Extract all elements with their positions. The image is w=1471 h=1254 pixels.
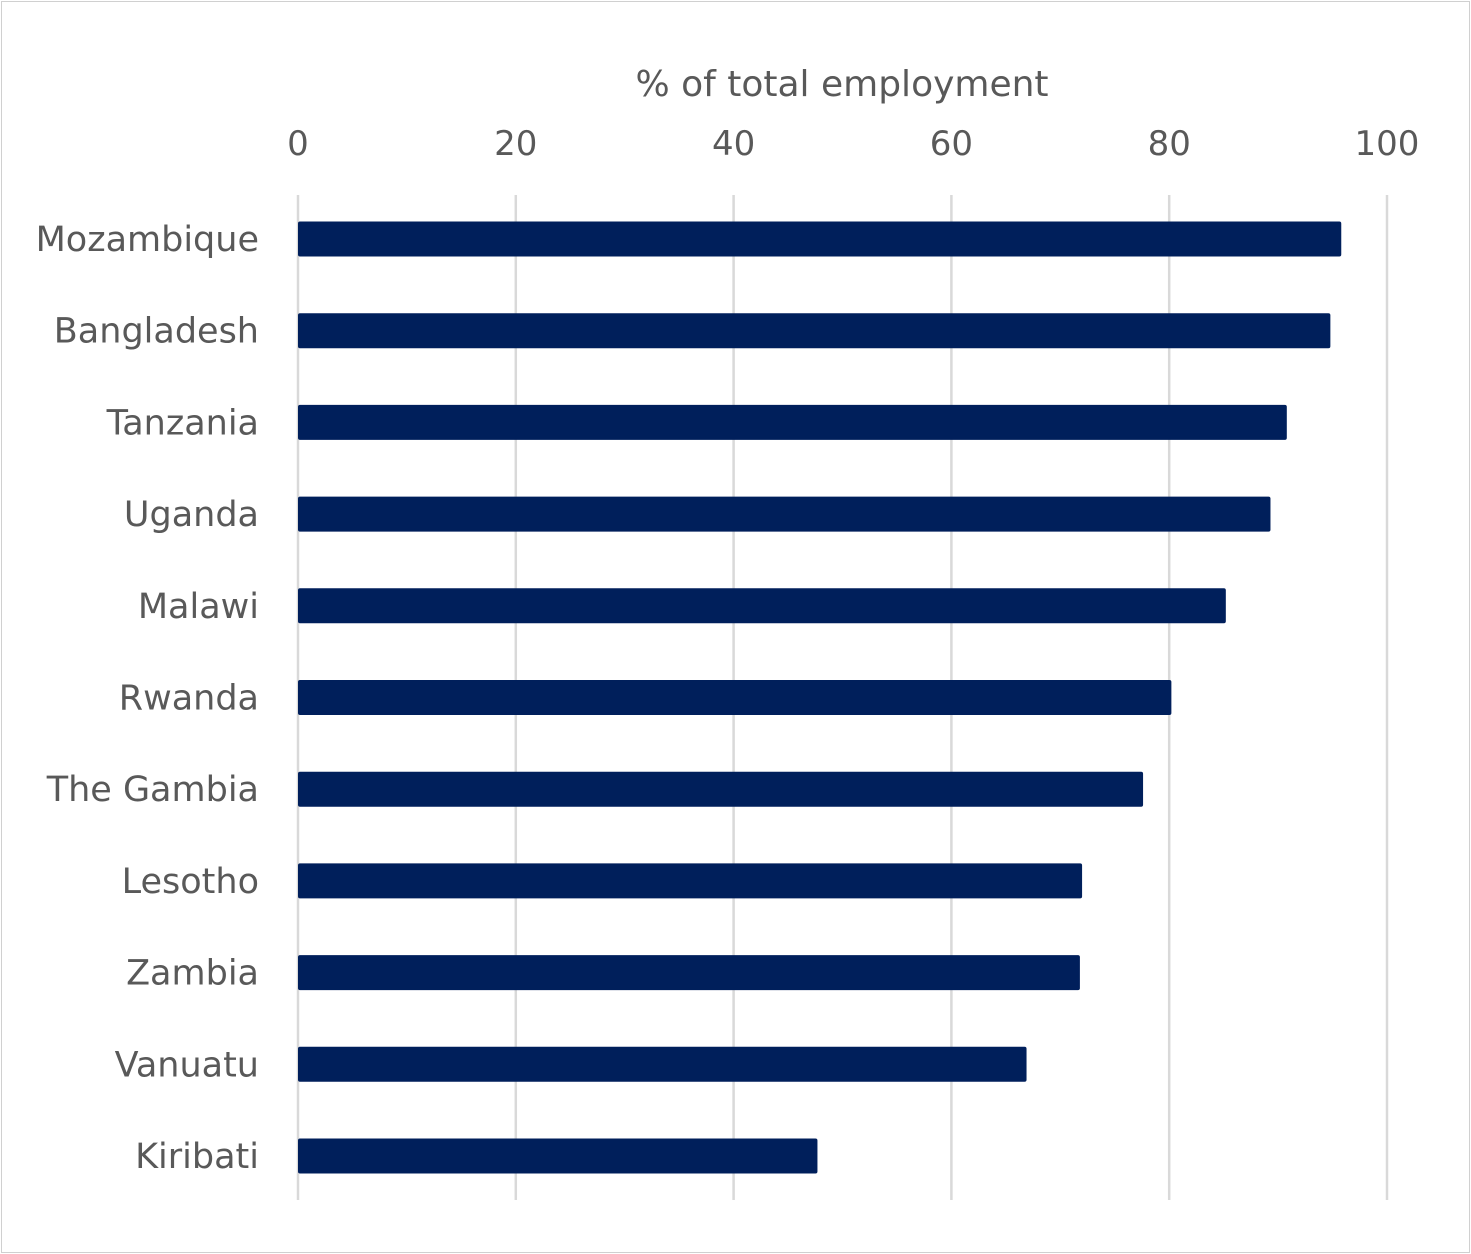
x-tick-labels: 0 20 40 60 80 100 [287,124,1419,164]
x-tick-label: 60 [930,124,973,164]
category-label: Lesotho [122,862,259,902]
x-tick-label: 40 [712,124,755,164]
bar [298,680,1172,715]
category-label: Bangladesh [54,312,259,352]
category-label: Rwanda [119,679,259,719]
bars [298,221,1342,1174]
x-axis-label: % of total employment [635,64,1048,105]
bar [298,863,1083,899]
category-label: Tanzania [106,403,259,443]
bar [298,404,1287,440]
bar [298,1046,1027,1082]
x-tick-label: 20 [494,124,537,164]
bar [298,1138,818,1174]
x-tick-label: 100 [1355,124,1420,164]
gridlines [296,195,1389,1200]
bar [298,771,1144,807]
bar [298,955,1080,991]
category-label: Malawi [138,587,259,627]
category-label: Vanuatu [115,1045,259,1085]
bar [298,588,1226,624]
bar [298,221,1342,257]
x-tick-label: 0 [287,124,309,164]
bar [298,496,1271,532]
category-label: Zambia [126,954,259,994]
x-tick-label: 80 [1148,124,1191,164]
category-label: Mozambique [36,220,259,260]
category-labels: Mozambique Bangladesh Tanzania Uganda Malawi… [36,220,259,1177]
category-label: Kiribati [135,1137,259,1177]
category-label: Uganda [124,495,259,535]
bar [298,313,1331,349]
category-label: The Gambia [46,770,259,810]
